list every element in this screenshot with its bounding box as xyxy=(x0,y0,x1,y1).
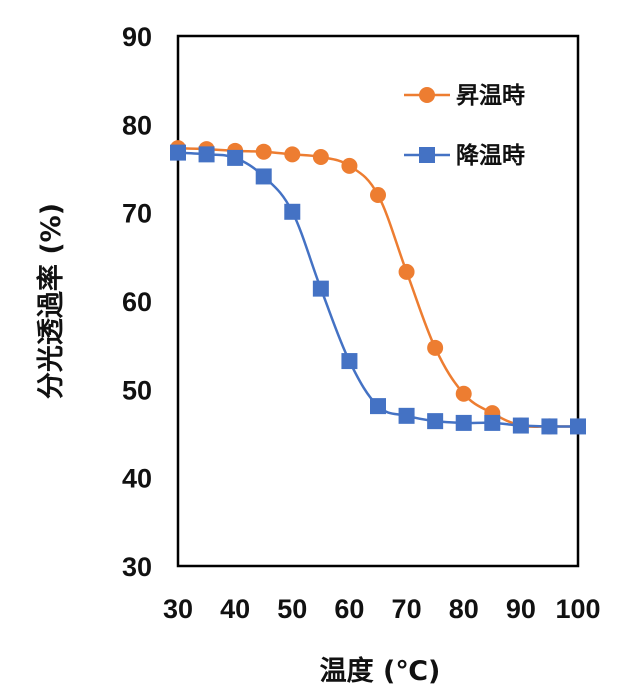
y-tick-label: 60 xyxy=(122,287,152,317)
data-point xyxy=(341,157,358,174)
data-point xyxy=(541,418,558,435)
x-tick-label: 100 xyxy=(555,594,600,624)
legend-label: 昇温時 xyxy=(456,83,525,109)
data-point xyxy=(312,149,329,166)
data-point xyxy=(198,146,215,163)
data-point xyxy=(170,144,186,161)
x-tick-label: 80 xyxy=(449,594,479,624)
data-point xyxy=(455,385,472,402)
data-point xyxy=(570,418,586,435)
y-axis-title: 分光透過率 (%) xyxy=(35,203,67,399)
series-2 xyxy=(170,144,586,435)
y-axis-ticks: 30 40 50 60 70 80 90 xyxy=(122,22,152,582)
x-tick-label: 60 xyxy=(334,594,364,624)
data-point xyxy=(284,146,301,163)
legend-marker xyxy=(419,87,435,103)
legend-marker xyxy=(419,147,435,163)
data-point xyxy=(255,168,272,185)
legend-label: 降温時 xyxy=(456,143,525,169)
plot-area xyxy=(176,34,580,568)
x-axis-ticks: 30 40 50 60 70 80 90 100 xyxy=(163,594,601,624)
y-tick-label: 90 xyxy=(122,22,152,52)
data-point xyxy=(370,187,386,203)
data-point xyxy=(341,353,358,370)
data-point xyxy=(512,417,529,434)
data-point xyxy=(427,413,444,430)
data-point xyxy=(227,149,244,166)
data-point xyxy=(398,263,415,280)
data-point xyxy=(398,407,415,424)
data-point xyxy=(484,414,501,431)
y-tick-label: 40 xyxy=(122,464,152,494)
data-point xyxy=(427,339,444,356)
x-tick-label: 40 xyxy=(220,594,250,624)
data-point xyxy=(370,398,386,415)
series-layer xyxy=(170,140,586,435)
y-tick-label: 30 xyxy=(122,552,152,582)
data-point xyxy=(284,203,301,220)
x-tick-label: 30 xyxy=(163,594,193,624)
x-tick-label: 70 xyxy=(392,594,422,624)
y-tick-label: 70 xyxy=(122,199,152,229)
y-tick-label: 50 xyxy=(122,375,152,405)
y-tick-label: 80 xyxy=(122,110,152,140)
x-tick-label: 50 xyxy=(277,594,307,624)
data-point xyxy=(255,143,272,160)
data-point xyxy=(455,414,472,431)
x-tick-label: 90 xyxy=(506,594,536,624)
data-point xyxy=(312,280,329,297)
x-axis-title: 温度 (℃) xyxy=(320,655,441,687)
